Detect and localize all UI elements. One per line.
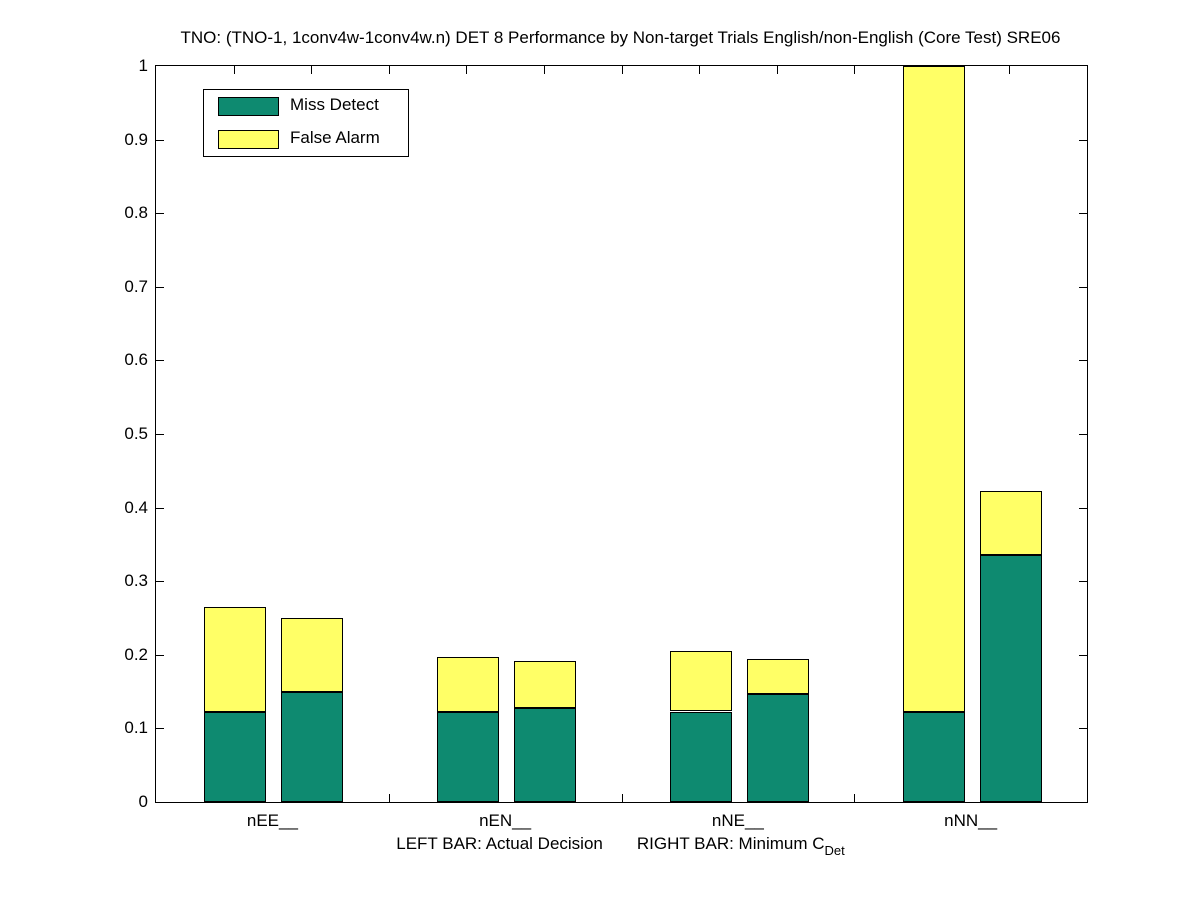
y-axis-right-tick [1079, 728, 1087, 730]
y-axis-right-tick [1079, 286, 1087, 288]
y-axis-right-tick [1079, 507, 1087, 509]
x-axis-caption: LEFT BAR: Actual Decision RIGHT BAR: Mini… [155, 834, 1086, 858]
legend-label-miss-detect: Miss Detect [290, 95, 379, 114]
x-axis-caption-right: RIGHT BAR: Minimum C [636, 834, 825, 853]
y-axis-left-tick [156, 139, 164, 141]
y-tick-label: 1 [138, 56, 148, 75]
x-axis-caption-left: LEFT BAR: Actual Decision [396, 834, 603, 853]
legend-entry-false-alarm: False Alarm [204, 123, 408, 156]
y-tick-label: 0.9 [124, 129, 148, 149]
chart-title: TNO: (TNO-1, 1conv4w-1conv4w.n) DET 8 Pe… [180, 28, 1061, 47]
miss-detect-swatch [218, 97, 279, 116]
x-axis-top-tick [233, 66, 235, 74]
legend-box: Miss Detect False Alarm [203, 89, 409, 157]
y-axis-left-tick [156, 507, 164, 509]
x-axis-top-tick [311, 66, 313, 74]
x-tick-label: nNN__ [944, 811, 998, 830]
y-axis-left-tick [156, 654, 164, 656]
y-tick-label: 0.2 [124, 644, 148, 664]
x-axis-top-tick [699, 66, 701, 74]
bar-segment-miss-detect-actual-decision [669, 711, 732, 802]
x-tick-label: nNE__ [711, 811, 764, 830]
y-tick-label: 0.8 [124, 203, 148, 223]
bar-segment-false-alarm-minimum-cdet [514, 661, 577, 708]
x-axis-top-tick [854, 66, 856, 74]
y-tick-label: 0.7 [124, 276, 148, 296]
x-axis-top-tick [543, 66, 545, 74]
false-alarm-swatch [218, 130, 279, 149]
legend-label-false-alarm: False Alarm [290, 128, 380, 147]
bar-segment-miss-detect-minimum-cdet [746, 693, 809, 802]
y-tick-label: 0.6 [124, 350, 148, 370]
y-axis-right-tick [1079, 654, 1087, 656]
y-tick-label: 0.4 [124, 497, 148, 517]
y-axis-left-tick [156, 581, 164, 583]
bar-segment-miss-detect-minimum-cdet [979, 554, 1042, 802]
bar-segment-false-alarm-minimum-cdet [281, 618, 344, 692]
bar-segment-false-alarm-actual-decision [669, 651, 732, 712]
y-axis-right-tick [1079, 434, 1087, 435]
bar-segment-miss-detect-actual-decision [204, 711, 267, 802]
x-axis-caption-subscript: Det [824, 843, 845, 858]
bar-segment-false-alarm-actual-decision [902, 66, 965, 713]
y-tick-label: 0.3 [124, 571, 148, 591]
y-axis-right-tick [1079, 213, 1087, 215]
y-axis-right-tick [1079, 581, 1087, 583]
y-tick-label: 0.5 [124, 424, 148, 443]
x-axis-bottom-tick [854, 794, 856, 802]
y-axis-left-tick [156, 213, 164, 215]
y-axis-right-tick [1079, 139, 1087, 141]
y-axis-right-tick [1079, 360, 1087, 362]
x-axis-top-tick [776, 66, 778, 74]
x-axis-bottom-tick [621, 794, 623, 802]
bar-segment-miss-detect-actual-decision [902, 712, 965, 802]
legend-entry-miss-detect: Miss Detect [204, 90, 408, 123]
y-tick-label: 0 [138, 792, 148, 811]
bar-segment-miss-detect-minimum-cdet [514, 707, 577, 802]
bar-segment-false-alarm-minimum-cdet [746, 659, 809, 694]
bar-segment-false-alarm-actual-decision [437, 657, 500, 712]
x-tick-label: nEN__ [479, 811, 532, 830]
y-axis-left-tick [156, 360, 164, 362]
bar-segment-miss-detect-actual-decision [437, 711, 500, 802]
bar-segment-false-alarm-actual-decision [204, 607, 267, 712]
x-axis-bottom-tick [388, 794, 390, 802]
x-axis-top-tick [1009, 66, 1011, 74]
y-tick-label: 0.1 [124, 718, 148, 738]
x-axis-top-tick [388, 66, 390, 74]
x-axis-top-tick [621, 66, 623, 74]
bar-segment-false-alarm-minimum-cdet [979, 491, 1042, 555]
x-tick-label: nEE__ [246, 811, 298, 830]
y-axis-left-tick [156, 286, 164, 288]
bar-segment-miss-detect-minimum-cdet [281, 691, 344, 802]
plot-area: Miss Detect False Alarm 0 0.1 0.2 0.3 0.4 0.5… [124, 56, 1088, 830]
y-axis-left-tick [156, 728, 164, 730]
x-axis-top-tick [466, 66, 468, 74]
y-axis-left-tick [156, 434, 164, 435]
